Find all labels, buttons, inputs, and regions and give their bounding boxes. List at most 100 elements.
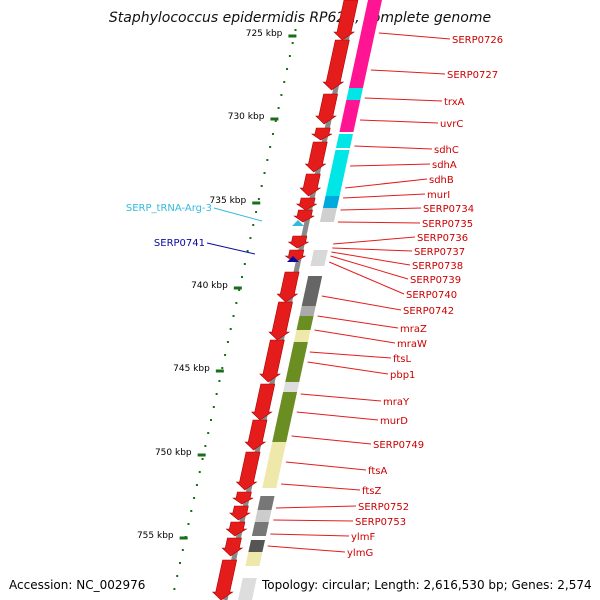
label-connector (309, 351, 392, 359)
label-connector (321, 295, 402, 311)
label-connector (354, 145, 433, 150)
label-connector (206, 242, 256, 255)
gene-label[interactable]: murI (427, 190, 450, 201)
feature-band-segment (285, 342, 308, 382)
feature-band-segment (251, 522, 269, 536)
label-connector (332, 247, 413, 252)
gene-label[interactable]: ftsZ (362, 486, 381, 497)
trna-label[interactable]: SERP_tRNA-Arg-3 (126, 203, 212, 214)
scale-dot (187, 523, 190, 525)
gene-label[interactable]: sdhA (432, 160, 457, 171)
label-connector (270, 533, 350, 537)
gene-marker (287, 256, 299, 262)
label-connector (378, 32, 451, 40)
scale-dot (277, 107, 280, 109)
scale-dot (257, 198, 260, 200)
label-connector (281, 483, 361, 491)
feature-band-segment (299, 306, 316, 316)
label-connector (300, 393, 382, 402)
gene-label[interactable]: mraZ (400, 324, 427, 335)
feature-band-segment (335, 134, 353, 148)
gene-label[interactable]: ftsL (393, 354, 411, 365)
gene-label[interactable]: sdhB (429, 175, 454, 186)
gene-arrow (268, 301, 293, 341)
scale-dot (291, 42, 294, 44)
gene-label[interactable]: SERP0734 (423, 204, 474, 215)
scale-dot (221, 367, 224, 369)
gene-label[interactable]: mraW (397, 339, 427, 350)
scale-tick-label: 750 kbp (155, 448, 192, 458)
gene-label[interactable]: sdhC (434, 145, 459, 156)
gene-label[interactable]: ylmG (347, 548, 373, 559)
scale-dot (274, 120, 277, 122)
feature-band-segment (272, 392, 298, 442)
scale-dot (286, 68, 289, 70)
scale-tick-label: 745 kbp (173, 364, 210, 374)
gene-label[interactable]: SERP0726 (452, 35, 503, 46)
scale-dot (195, 484, 198, 486)
gene-label[interactable]: uvrC (440, 119, 463, 130)
gene-label[interactable]: SERP0740 (406, 290, 457, 301)
gene-arrow (322, 39, 350, 91)
label-connector (331, 251, 411, 266)
label-connector (359, 119, 439, 124)
feature-band-segment (346, 88, 363, 100)
gene-arrow (311, 127, 333, 141)
gene-arrow (299, 173, 322, 197)
label-connector (364, 97, 443, 102)
label-connector (337, 221, 421, 224)
scale-dot (288, 55, 291, 57)
gene-label[interactable]: ftsA (368, 466, 387, 477)
label-connector (314, 329, 396, 344)
gene-arrow (225, 521, 248, 537)
scale-dot (260, 185, 263, 187)
label-connector (307, 361, 389, 375)
scale-dot (240, 276, 243, 278)
label-connector (296, 411, 379, 421)
gene-label[interactable]: SERP0727 (447, 70, 498, 81)
scale-tick-label: 725 kbp (246, 29, 283, 39)
scale-dot (218, 380, 221, 382)
gene-arrow (229, 505, 251, 521)
gene-label[interactable]: SERP0742 (403, 306, 454, 317)
scale-dot (212, 406, 215, 408)
gene-arrow (250, 383, 276, 421)
gene-label[interactable]: SERP0741 (154, 238, 205, 249)
gene-label[interactable]: SERP0737 (414, 247, 465, 258)
gene-label[interactable]: SERP0749 (373, 440, 424, 451)
gene-label[interactable]: SERP0738 (412, 261, 463, 272)
gene-label[interactable]: trxA (444, 97, 465, 108)
gene-arrow (235, 451, 261, 491)
scale-tick-label: 755 kbp (137, 531, 174, 541)
feature-band-segment (296, 316, 314, 330)
gene-label[interactable]: murD (380, 416, 408, 427)
scale-dot (269, 146, 272, 148)
gene-arrow (315, 93, 339, 125)
gene-label[interactable]: pbp1 (390, 370, 415, 381)
gene-label[interactable]: ylmF (351, 532, 375, 543)
scale-dot (294, 29, 297, 31)
scale-dot (176, 575, 179, 577)
gene-arrow (276, 271, 300, 303)
scale-dot (224, 354, 227, 356)
label-connector (333, 236, 416, 245)
label-connector (267, 545, 346, 553)
gene-label[interactable]: SERP0739 (410, 275, 461, 286)
gene-label[interactable]: mraY (383, 397, 410, 408)
scale-dot (235, 302, 238, 304)
label-connector (317, 315, 399, 329)
scale-dot (246, 250, 249, 252)
feature-band-segment (310, 250, 328, 266)
gene-label[interactable]: SERP0735 (422, 219, 473, 230)
feature-band-segment (339, 112, 358, 132)
gene-label[interactable]: SERP0753 (355, 517, 406, 528)
genome-summary: Topology: circular; Length: 2,616,530 bp… (262, 578, 592, 592)
gene-arrow (211, 559, 238, 600)
gene-label[interactable]: SERP0736 (417, 233, 468, 244)
scale-dot (201, 458, 204, 460)
gene-label[interactable]: SERP0752 (358, 502, 409, 513)
scale-tick-label: 740 kbp (191, 281, 228, 291)
scale-dot (173, 588, 176, 590)
feature-band-segment (283, 382, 300, 392)
